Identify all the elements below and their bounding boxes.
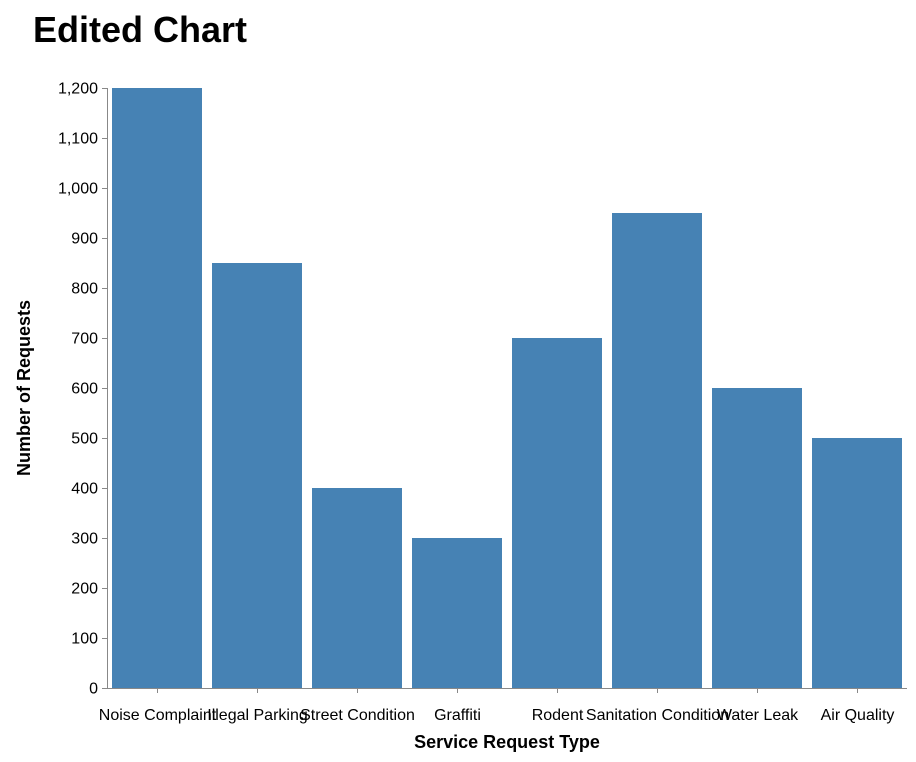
y-tick-label-3: 300 xyxy=(71,531,98,548)
bar-3 xyxy=(412,538,502,688)
x-tick-label-2: Street Condition xyxy=(300,707,415,724)
y-tick-label-8: 800 xyxy=(71,281,98,298)
x-tick-label-4: Rodent xyxy=(532,707,584,724)
y-axis-title: Number of Requests xyxy=(14,300,34,476)
y-tick-label-2: 200 xyxy=(71,581,98,598)
bar-1 xyxy=(212,263,302,688)
chart-title: Edited Chart xyxy=(33,9,247,50)
x-tick-label-7: Air Quality xyxy=(821,707,895,724)
bar-6 xyxy=(712,388,802,688)
x-tick-label-3: Graffiti xyxy=(434,707,481,724)
x-tick-label-0: Noise Complaint xyxy=(99,707,217,724)
bar-4 xyxy=(512,338,602,688)
y-tick-label-4: 400 xyxy=(71,481,98,498)
y-tick-label-10: 1,000 xyxy=(58,181,98,198)
y-tick-label-12: 1,200 xyxy=(58,81,98,98)
x-tick-label-6: Water Leak xyxy=(717,707,799,724)
bar-2 xyxy=(312,488,402,688)
bar-0 xyxy=(112,88,202,688)
y-tick-label-1: 100 xyxy=(71,631,98,648)
y-tick-label-9: 900 xyxy=(71,231,98,248)
plot-area: 0 100 200 300 400 500 600 700 800 900 1,000 1,100 1,… xyxy=(58,81,907,724)
x-tick-label-1: Illegal Parking xyxy=(207,707,308,724)
x-axis-title: Service Request Type xyxy=(414,732,600,752)
y-tick-label-5: 500 xyxy=(71,431,98,448)
bars-group xyxy=(112,88,902,688)
x-tick-label-5: Sanitation Condition xyxy=(586,707,729,724)
y-axis: 0 100 200 300 400 500 600 700 800 900 1,000 1,100 1,… xyxy=(58,81,108,698)
y-tick-label-11: 1,100 xyxy=(58,131,98,148)
y-tick-label-6: 600 xyxy=(71,381,98,398)
bar-5 xyxy=(612,213,702,688)
y-tick-label-0: 0 xyxy=(89,681,98,698)
bar-7 xyxy=(812,438,902,688)
y-tick-label-7: 700 xyxy=(71,331,98,348)
